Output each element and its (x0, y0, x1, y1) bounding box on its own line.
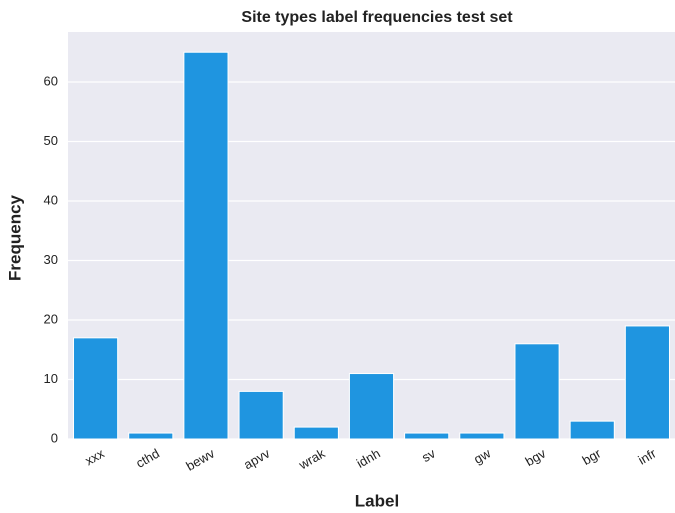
y-tick-label: 20 (44, 311, 58, 326)
bar (183, 51, 229, 440)
bar (238, 390, 284, 440)
bar (128, 432, 174, 440)
bar (459, 432, 505, 440)
x-tick-label: gw (471, 445, 493, 467)
x-tick-label: infr (635, 445, 659, 467)
bar (348, 373, 395, 440)
y-tick-label: 60 (44, 73, 58, 88)
plot-area (68, 32, 675, 439)
chart-title: Site types label frequencies test set (241, 9, 513, 26)
y-tick-label: 10 (44, 371, 58, 386)
x-axis-label: Label (355, 491, 399, 510)
y-tick-label: 0 (51, 430, 58, 445)
bar (514, 343, 560, 440)
y-tick-label: 30 (44, 252, 58, 267)
x-tick-label: cthd (133, 446, 162, 471)
y-axis-label: Frequency (5, 194, 24, 281)
x-tick-label: xxx (82, 445, 107, 468)
y-tick-label: 50 (44, 133, 58, 148)
x-tick-label: sv (419, 445, 438, 465)
bar (404, 432, 450, 440)
x-tick-label: wrak (295, 445, 328, 472)
bar (624, 325, 670, 440)
bar (73, 337, 119, 440)
x-tick-label: bewv (183, 445, 217, 473)
x-tick-label: idnh (354, 446, 383, 471)
bar (293, 426, 339, 440)
x-tick-label: bgr (580, 445, 604, 468)
y-tick-label: 40 (44, 192, 58, 207)
x-tick-label: apvv (241, 445, 273, 472)
bar (569, 420, 615, 440)
x-tick-label: bgv (523, 445, 549, 469)
